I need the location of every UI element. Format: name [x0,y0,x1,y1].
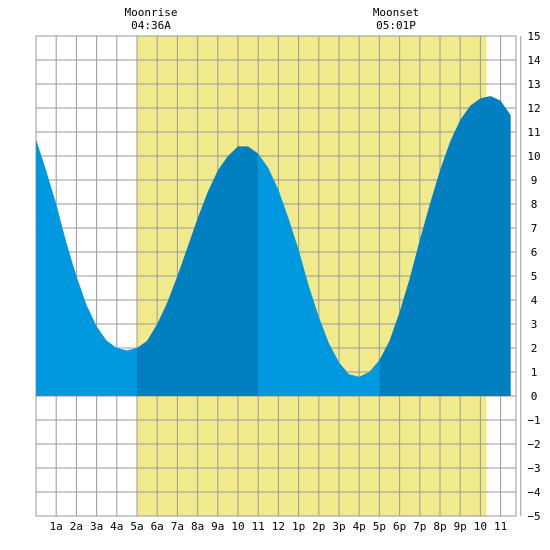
y-tick-label: 11 [527,126,540,139]
x-tick-label: 8a [191,520,204,533]
x-tick-label: 9a [211,520,224,533]
tide-area [36,96,511,396]
y-tick-label: −1 [527,414,540,427]
y-tick-label: 7 [531,222,538,235]
y-tick-label: 1 [531,366,538,379]
y-tick-label: 13 [527,78,540,91]
x-tick-label: 5a [130,520,143,533]
x-tick-label: 3p [332,520,345,533]
x-tick-label: 1p [292,520,305,533]
y-tick-label: −3 [527,462,540,475]
y-tick-label: 4 [531,294,538,307]
moonrise-label: Moonrise [125,6,178,19]
y-tick-label: 5 [531,270,538,283]
x-tick-labels: 1a 2a 3a 4a 5a 6a 7a 8a 9a 10 11 12 1p 2p 3p 4p 5p 6p 7p 8p… [50,520,508,533]
y-tick-label: 8 [531,198,538,211]
x-tick-label: 12 [272,520,285,533]
y-tick-label: 6 [531,246,538,259]
x-tick-label: 6a [151,520,164,533]
x-tick-label: 8p [433,520,446,533]
x-tick-label: 6p [393,520,406,533]
x-tick-label: 1a [50,520,63,533]
y-tick-label: 15 [527,30,540,43]
x-tick-label: 7a [171,520,184,533]
tide-segment [379,96,511,396]
x-tick-label: 4a [110,520,123,533]
y-tick-label: −4 [527,486,541,499]
y-tick-label: −2 [527,438,540,451]
y-tick-label: 0 [531,390,538,403]
tide-segment [258,153,380,396]
x-tick-label: 4p [353,520,366,533]
y-tick-label: 2 [531,342,538,355]
tide-segment [36,139,137,396]
moonset-label: Moonset [373,6,419,19]
moonset-time: 05:01P [376,19,416,32]
x-tick-label: 9p [454,520,467,533]
x-tick-label: 11 [252,520,265,533]
x-tick-label: 5p [373,520,386,533]
y-tick-label: −5 [527,510,540,523]
x-tick-label: 2p [312,520,325,533]
y-tick-label: 12 [527,102,540,115]
x-tick-label: 7p [413,520,426,533]
x-tick-label: 10 [231,520,244,533]
x-tick-label: 11 [494,520,507,533]
y-tick-label: 3 [531,318,538,331]
tide-segment [137,146,259,396]
x-tick-label: 2a [70,520,83,533]
y-tick-label: 14 [527,54,541,67]
y-tick-label: 10 [527,150,540,163]
x-tick-label: 3a [90,520,103,533]
x-tick-label: 10 [474,520,487,533]
y-tick-label: 9 [531,174,538,187]
moonrise-time: 04:36A [131,19,171,32]
